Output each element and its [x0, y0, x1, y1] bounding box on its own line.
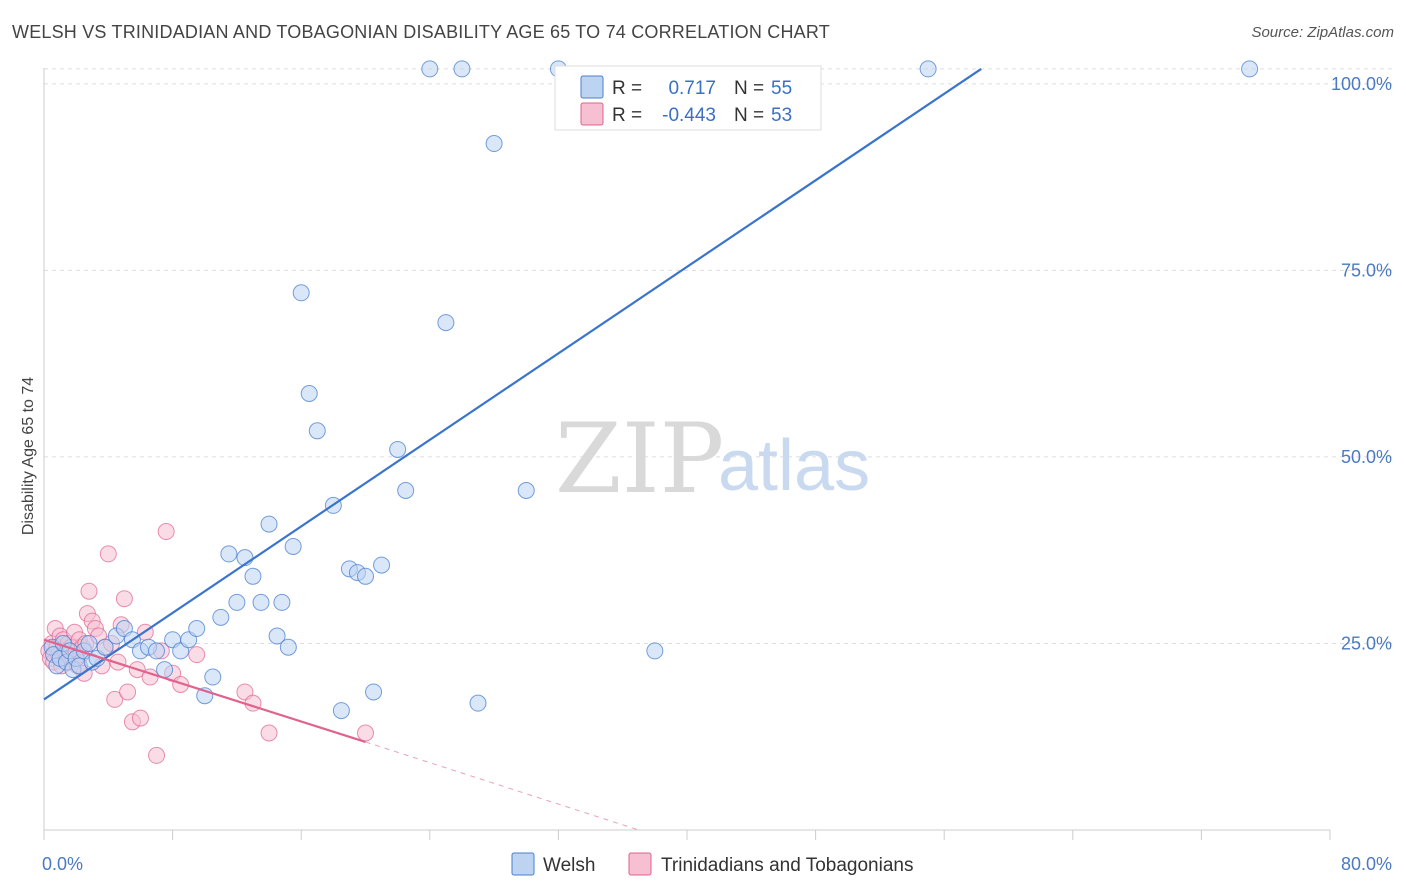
welsh-point-25 [188, 620, 206, 638]
trini-point-51 [260, 724, 278, 742]
welsh-point-34 [260, 515, 278, 533]
welsh-point-60 [1241, 60, 1259, 78]
bottom-legend-label-trini: Trinidadians and Tobagonians [661, 855, 913, 876]
welsh-point-41 [308, 422, 326, 440]
series-legend: Welsh Trinidadians and Tobagonians [511, 852, 913, 876]
welsh-point-49 [389, 440, 407, 458]
x-tick-label-min: 0.0% [42, 854, 83, 874]
welsh-point-53 [453, 60, 471, 78]
welsh-point-36 [273, 593, 291, 611]
legend-n-value-welsh: 55 [771, 78, 792, 99]
welsh-point-20 [148, 642, 166, 660]
welsh-point-27 [204, 668, 222, 686]
welsh-point-50 [397, 482, 415, 499]
welsh-point-52 [437, 314, 455, 332]
y-tick-label-75: 75.0% [1341, 260, 1392, 280]
trini-point-48 [188, 646, 206, 664]
trini-point-47 [172, 676, 190, 693]
welsh-point-58 [646, 642, 664, 660]
trini-point-25 [80, 582, 98, 600]
welsh-point-32 [244, 567, 262, 585]
trend-lines [43, 68, 982, 831]
y-tick-label-50: 50.0% [1341, 447, 1392, 467]
trini-point-43 [148, 746, 166, 764]
legend-n-label-trini: N = [734, 105, 764, 126]
welsh-point-54 [469, 694, 487, 712]
welsh-point-56 [517, 482, 535, 499]
watermark: ZIP atlas [555, 403, 870, 515]
legend-n-label-welsh: N = [734, 78, 764, 99]
trini-point-45 [157, 523, 175, 541]
trini-point-36 [115, 590, 133, 608]
trend-line-welsh [43, 68, 982, 701]
y-axis-label: Disability Age 65 to 74 [20, 377, 37, 535]
trini-point-52 [357, 724, 374, 742]
welsh-point-39 [292, 284, 310, 302]
welsh-point-51 [421, 60, 439, 78]
y-tick-label-25: 25.0% [1341, 633, 1392, 653]
trend-line-trini [43, 638, 366, 744]
correlation-legend: R = 0.717 N = 55 R = -0.443 N = 53 [554, 65, 822, 131]
welsh-point-40 [300, 385, 318, 402]
source-credit: Source: ZipAtlas.com [1251, 24, 1394, 41]
welsh-point-28 [212, 608, 230, 626]
legend-swatch-welsh [580, 75, 604, 99]
x-tick-label-max: 80.0% [1341, 854, 1392, 874]
welsh-point-46 [357, 567, 374, 585]
bottom-legend-swatch-trini [628, 852, 652, 876]
welsh-point-43 [332, 702, 350, 720]
series-welsh-points [43, 60, 1259, 720]
welsh-point-48 [373, 556, 391, 574]
welsh-point-30 [228, 593, 246, 611]
trini-point-33 [106, 690, 124, 708]
y-tick-label-100: 100.0% [1331, 74, 1392, 94]
welsh-point-59 [919, 60, 937, 78]
welsh-point-35 [268, 627, 286, 645]
welsh-point-37 [279, 638, 297, 656]
welsh-point-33 [252, 593, 270, 611]
legend-n-value-trini: 53 [771, 105, 792, 126]
chart-title: WELSH VS TRINIDADIAN AND TOBAGONIAN DISA… [12, 22, 830, 42]
legend-r-label-trini: R = [612, 105, 642, 126]
legend-r-label-welsh: R = [612, 78, 642, 99]
trend-line-trini-extension [365, 741, 639, 831]
watermark-zip: ZIP [555, 403, 724, 515]
trini-point-40 [131, 709, 149, 727]
legend-r-value-trini: -0.443 [662, 105, 716, 126]
welsh-point-11 [80, 634, 98, 652]
welsh-point-29 [220, 545, 238, 563]
legend-swatch-trini [580, 102, 604, 126]
welsh-point-55 [485, 135, 503, 153]
welsh-point-14 [96, 638, 114, 656]
welsh-point-38 [284, 537, 302, 555]
watermark-atlas: atlas [718, 426, 870, 506]
bottom-legend-swatch-welsh [511, 852, 535, 876]
x-axis-ticks [43, 830, 1331, 840]
legend-r-value-welsh: 0.717 [668, 78, 716, 99]
trini-point-31 [99, 545, 117, 563]
bottom-legend-label-welsh: Welsh [543, 855, 595, 876]
trini-point-37 [119, 683, 137, 701]
y-axis-tick-labels: 25.0% 50.0% 75.0% 100.0% [1331, 74, 1392, 654]
welsh-point-47 [365, 683, 383, 701]
